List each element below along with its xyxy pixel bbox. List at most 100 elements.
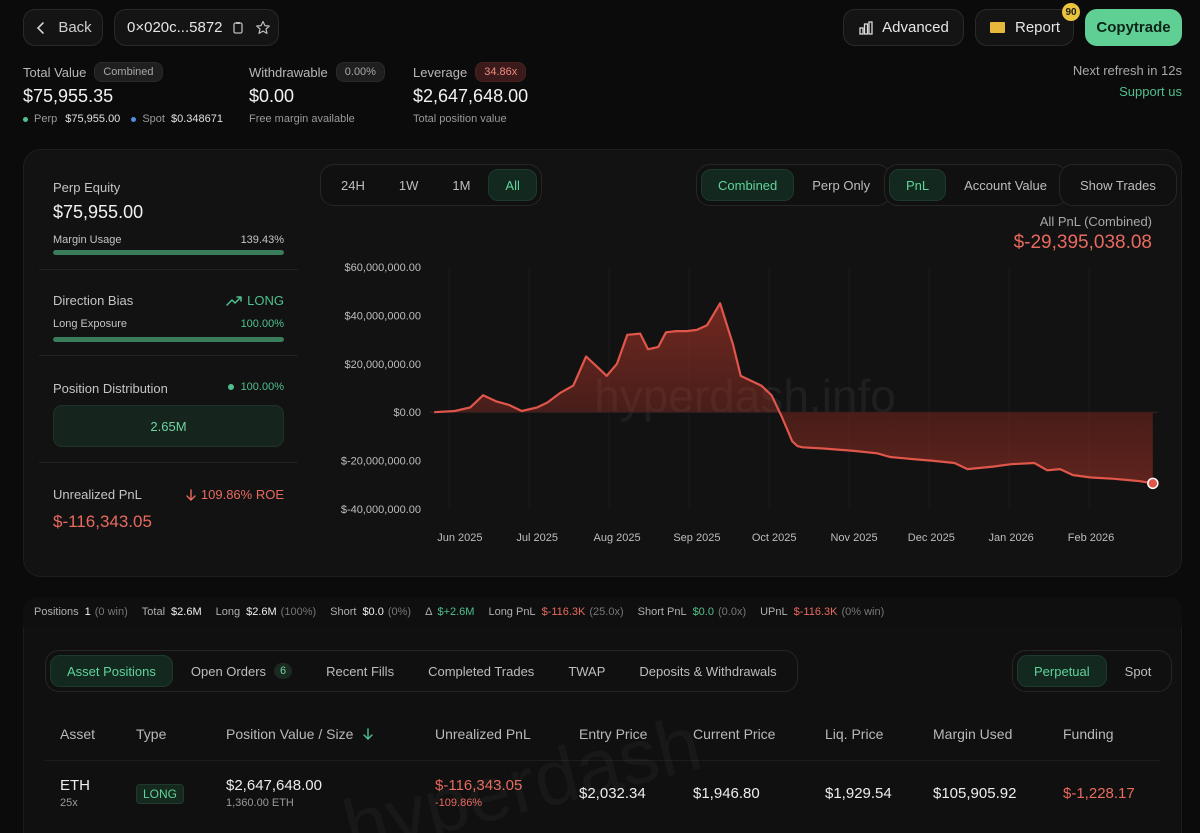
divider [39, 269, 298, 270]
mode-combined[interactable]: Combined [701, 169, 795, 201]
bar-chart-icon [859, 20, 873, 35]
asset-leverage: 25x [60, 797, 78, 809]
margin-usage-value: 139.43% [240, 234, 284, 246]
upnl-label: UPnL [760, 606, 788, 618]
metric-account-value[interactable]: Account Value [964, 177, 1048, 193]
metric-selector: PnL Account Value [884, 164, 1069, 206]
metric-pnl[interactable]: PnL [889, 169, 947, 201]
col-type[interactable]: Type [136, 726, 167, 742]
long-exposure-fill [53, 337, 284, 342]
combined-badge: Combined [94, 62, 163, 82]
advanced-button[interactable]: Advanced [843, 9, 964, 46]
table-row[interactable]: ETH 25x LONG $2,647,648.00 1,360.00 ETH … [45, 764, 1160, 824]
star-icon[interactable] [255, 20, 271, 36]
report-button[interactable]: Report [975, 9, 1074, 46]
perp-spot-breakdown: Perp $75,955.00 Spot $0.348671 [23, 113, 223, 125]
tab-open-orders-label: Open Orders [190, 663, 267, 679]
perp-dot-icon [23, 116, 28, 122]
market-spot[interactable]: Spot [1124, 663, 1152, 679]
total-value: $75,955.35 [23, 86, 114, 106]
total-value-header: Total Value Combined [23, 62, 163, 82]
copytrade-label: Copytrade [1096, 19, 1171, 36]
perp-equity-value: $75,955.00 [53, 202, 144, 222]
unrealized-roe: 109.86% ROE [186, 487, 284, 502]
tab-open-orders[interactable]: Open Orders 6 [175, 655, 308, 687]
entry-price: $2,032.34 [579, 785, 646, 802]
stats-bar: Positions 1 (0 win) Total $2.6M Long $2.… [23, 597, 1182, 627]
long-pct: (100%) [280, 606, 317, 618]
margin-usage-label: Margin Usage [53, 234, 122, 246]
upnl-win: (0% win) [841, 606, 885, 618]
tab-twap[interactable]: TWAP [568, 663, 606, 679]
short-label: Short [330, 606, 357, 618]
withdrawable-badge: 0.00% [335, 62, 385, 82]
col-unrealized-pnl[interactable]: Unrealized PnL [435, 726, 531, 742]
short-pnl-value: $0.0 [692, 606, 714, 618]
col-position-value[interactable]: Position Value / Size [226, 726, 374, 742]
withdrawable-sub: Free margin available [249, 113, 355, 125]
tab-deposits-withdrawals[interactable]: Deposits & Withdrawals [639, 663, 777, 679]
wallet-address: 0×020c...5872 [127, 19, 223, 36]
table-divider [45, 760, 1160, 761]
show-trades-button[interactable]: Show Trades [1080, 177, 1156, 193]
range-1w[interactable]: 1W [398, 177, 419, 193]
type-badge: LONG [136, 784, 185, 804]
col-liq-price[interactable]: Liq. Price [825, 726, 884, 742]
mode-selector: Combined Perp Only [696, 164, 892, 206]
range-1m[interactable]: 1M [452, 177, 471, 193]
arrow-down-icon [186, 488, 196, 501]
col-position-value-label: Position Value / Size [226, 726, 354, 742]
long-pnl-lev: (25.0x) [589, 606, 624, 618]
long-label: Long [215, 606, 241, 618]
tab-completed-trades[interactable]: Completed Trades [428, 663, 535, 679]
col-entry-price[interactable]: Entry Price [579, 726, 648, 742]
position-distribution: 100.00% [227, 381, 284, 393]
short-pct: (0%) [387, 606, 412, 618]
overview-panel [23, 149, 1182, 577]
spot-dot-icon [131, 116, 137, 122]
long-exposure-label: Long Exposure [53, 318, 127, 330]
leverage-label: Leverage [413, 64, 468, 80]
spot-value: $0.348671 [170, 113, 223, 125]
divider [39, 462, 298, 463]
total-value: $2.6M [171, 606, 202, 618]
col-current-price[interactable]: Current Price [693, 726, 776, 742]
total-value-label: Total Value [23, 64, 87, 80]
range-24h[interactable]: 24H [341, 177, 365, 193]
withdrawable-header: Withdrawable 0.00% [249, 62, 385, 82]
current-price: $1,946.80 [693, 785, 760, 802]
position-distribution-label: Position Distribution [53, 381, 168, 396]
short-value: $0.0 [362, 606, 384, 618]
col-margin-used[interactable]: Margin Used [933, 726, 1013, 742]
margin-used: $105,905.92 [933, 785, 1017, 802]
leverage-value: $2,647,648.00 [413, 86, 529, 106]
back-button[interactable]: Back [23, 9, 103, 46]
upnl-value: $-116.3K [793, 606, 838, 618]
chevron-left-icon [37, 21, 45, 34]
margin-usage-bar [53, 250, 284, 255]
col-asset[interactable]: Asset [60, 726, 96, 742]
range-all[interactable]: All [488, 169, 537, 201]
tab-asset-positions[interactable]: Asset Positions [50, 655, 173, 687]
copytrade-button[interactable]: Copytrade [1085, 9, 1182, 46]
copy-icon[interactable] [231, 21, 245, 35]
unrealized-roe-value: 109.86% ROE [200, 487, 284, 502]
position-distribution-value: 100.00% [240, 381, 284, 393]
perp-value: $75,955.00 [65, 113, 121, 125]
support-link[interactable]: Support us [1119, 84, 1182, 99]
tab-recent-fills[interactable]: Recent Fills [326, 663, 395, 679]
sort-down-icon [363, 728, 374, 740]
perp-label: Perp [34, 113, 58, 125]
status-dot-icon [227, 384, 234, 390]
short-pnl-label: Short PnL [637, 606, 687, 618]
upnl-value: $-116,343.05 [435, 777, 523, 794]
chart-headline-value: $-29,395,038.08 [1013, 232, 1152, 253]
col-funding[interactable]: Funding [1063, 726, 1114, 742]
funding: $-1,228.17 [1063, 785, 1135, 802]
mode-perp-only[interactable]: Perp Only [812, 177, 871, 193]
distribution-bar[interactable]: 2.65M [53, 405, 284, 447]
refresh-countdown: Next refresh in 12s [1072, 63, 1182, 78]
show-trades-toggle: Show Trades [1059, 164, 1177, 206]
positions-value: 1 [84, 606, 91, 618]
market-perpetual[interactable]: Perpetual [1017, 655, 1107, 687]
